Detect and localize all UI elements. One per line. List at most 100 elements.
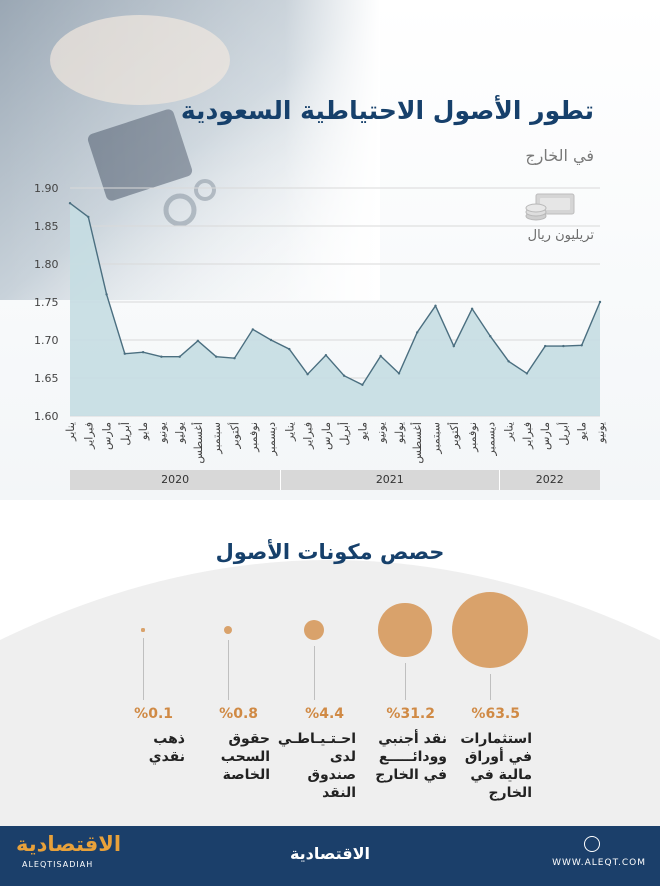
component-circle <box>223 625 233 635</box>
data-point <box>288 347 291 351</box>
y-tick-label: 1.90 <box>34 182 59 195</box>
component-label-line: احـتـيـاطـي <box>277 731 356 747</box>
footer-logo-center: الاقتصادية <box>289 844 371 863</box>
x-tick-label: يناير <box>64 422 77 442</box>
x-tick-label: أبريل <box>337 422 351 446</box>
area-fill <box>70 203 600 416</box>
x-tick-label: يوليو <box>174 422 187 444</box>
data-point <box>598 300 602 304</box>
component-percent: %0.1 <box>134 706 173 722</box>
year-axis-bar: 2020 2021 2022 <box>70 470 600 490</box>
data-point <box>489 335 492 338</box>
component-circle <box>303 619 324 640</box>
x-tick-label: فبراير <box>302 422 315 450</box>
data-point <box>196 339 200 342</box>
component-percent: %4.4 <box>305 706 344 722</box>
data-point <box>269 338 273 342</box>
x-tick-label: أبريل <box>556 422 570 446</box>
data-point <box>251 328 254 331</box>
footer-url[interactable]: WWW.ALEQT.COM <box>552 858 646 868</box>
x-tick-label: مارس <box>320 422 333 450</box>
x-tick-label: ديسمبر <box>484 422 497 457</box>
x-tick-label: أغسطس <box>191 422 205 464</box>
x-tick-label: أكتوبر <box>227 422 241 449</box>
component-leader-line <box>143 637 144 700</box>
x-tick-label: يونيو <box>155 422 168 444</box>
component-label-line: مالية في <box>470 767 532 783</box>
x-tick-label: نوفمبر <box>466 422 479 453</box>
y-tick-label: 1.60 <box>34 410 59 423</box>
y-tick-label: 1.85 <box>34 220 59 233</box>
x-tick-label: فبراير <box>521 422 534 450</box>
component-leader-line <box>405 662 406 700</box>
footer-logo-left-subtitle: ALEQTISADIAH <box>22 860 94 869</box>
y-tick-label: 1.80 <box>34 258 59 271</box>
data-point <box>562 344 565 348</box>
data-point <box>233 357 236 360</box>
x-tick-label: يناير <box>503 422 516 442</box>
x-tick-label: نوفمبر <box>247 422 260 453</box>
chart-unit-label: تريليون ريال <box>527 228 594 243</box>
x-tick-label: يناير <box>283 422 296 442</box>
component-label: احـتـيـاطـي لدى صندوق النقد <box>278 730 356 802</box>
footer-logo-left: الاقتصادية <box>16 832 122 856</box>
data-point <box>525 372 529 375</box>
component-label-line: حقوق <box>228 731 270 747</box>
component-label: نقد أجنبي وودائـــــع في الخارج <box>369 730 447 784</box>
x-tick-label: سبتمبر <box>430 422 443 455</box>
data-point <box>178 355 181 358</box>
component-percent: %0.8 <box>219 706 258 722</box>
data-point <box>379 354 382 358</box>
data-point <box>324 354 328 357</box>
component-leader-line <box>490 674 491 700</box>
x-tick-label: يونيو <box>594 422 607 444</box>
component-label: استثمارات في أوراق مالية في الخارج <box>454 730 532 802</box>
coins-money-icon <box>525 193 575 221</box>
component-label: حقوق السحب الخاصة <box>192 730 270 784</box>
component-circle <box>452 592 528 668</box>
series-line <box>69 202 601 386</box>
year-label: 2022 <box>535 473 564 486</box>
component-label-line: في أوراق <box>464 749 532 765</box>
data-point <box>215 355 218 358</box>
data-point <box>416 331 419 334</box>
component-label-line: نقدي <box>148 749 185 765</box>
data-point <box>470 307 474 310</box>
component-label-line: وودائـــــع <box>378 749 447 765</box>
data-point <box>434 304 437 307</box>
year-separator <box>280 470 282 490</box>
data-point <box>105 293 108 296</box>
x-tick-label: يونيو <box>375 422 388 444</box>
data-point <box>306 373 309 376</box>
component-circle <box>141 628 145 632</box>
data-point <box>361 383 364 386</box>
y-tick-label: 1.75 <box>34 296 59 309</box>
component-label: ذهب نقدي <box>107 730 185 766</box>
x-tick-label: فبراير <box>82 422 95 450</box>
components-title: حصص مكونات الأصول <box>215 540 445 564</box>
data-point <box>123 352 127 355</box>
footer: الاقتصادية ALEQTISADIAH الاقتصادية WWW.A… <box>0 826 660 886</box>
chart-title: تطور الأصول الاحتياطية السعودية <box>180 96 594 125</box>
year-label: 2020 <box>161 473 190 486</box>
component-label-line: في الخارج <box>375 767 447 783</box>
x-tick-label: ديسمبر <box>265 422 278 457</box>
data-point <box>580 344 583 347</box>
component-percent: %63.5 <box>471 706 520 722</box>
data-point <box>160 355 163 358</box>
component-label-line: السحب <box>220 749 270 765</box>
component-label-line: استثمارات <box>460 731 532 747</box>
header-photo <box>0 0 380 300</box>
data-point <box>452 344 455 348</box>
data-point <box>87 215 90 219</box>
y-tick-label: 1.70 <box>34 334 59 347</box>
component-label-line: لدى صندوق <box>307 749 356 783</box>
x-tick-label: مايو <box>356 422 369 441</box>
component-leader-line <box>314 646 315 700</box>
x-tick-label: أكتوبر <box>447 422 461 449</box>
globe-icon <box>584 836 600 852</box>
x-tick-label: سبتمبر <box>210 422 223 455</box>
x-tick-label: أغسطس <box>410 422 424 464</box>
component-circle <box>378 603 432 657</box>
x-tick-label: يوليو <box>393 422 406 444</box>
